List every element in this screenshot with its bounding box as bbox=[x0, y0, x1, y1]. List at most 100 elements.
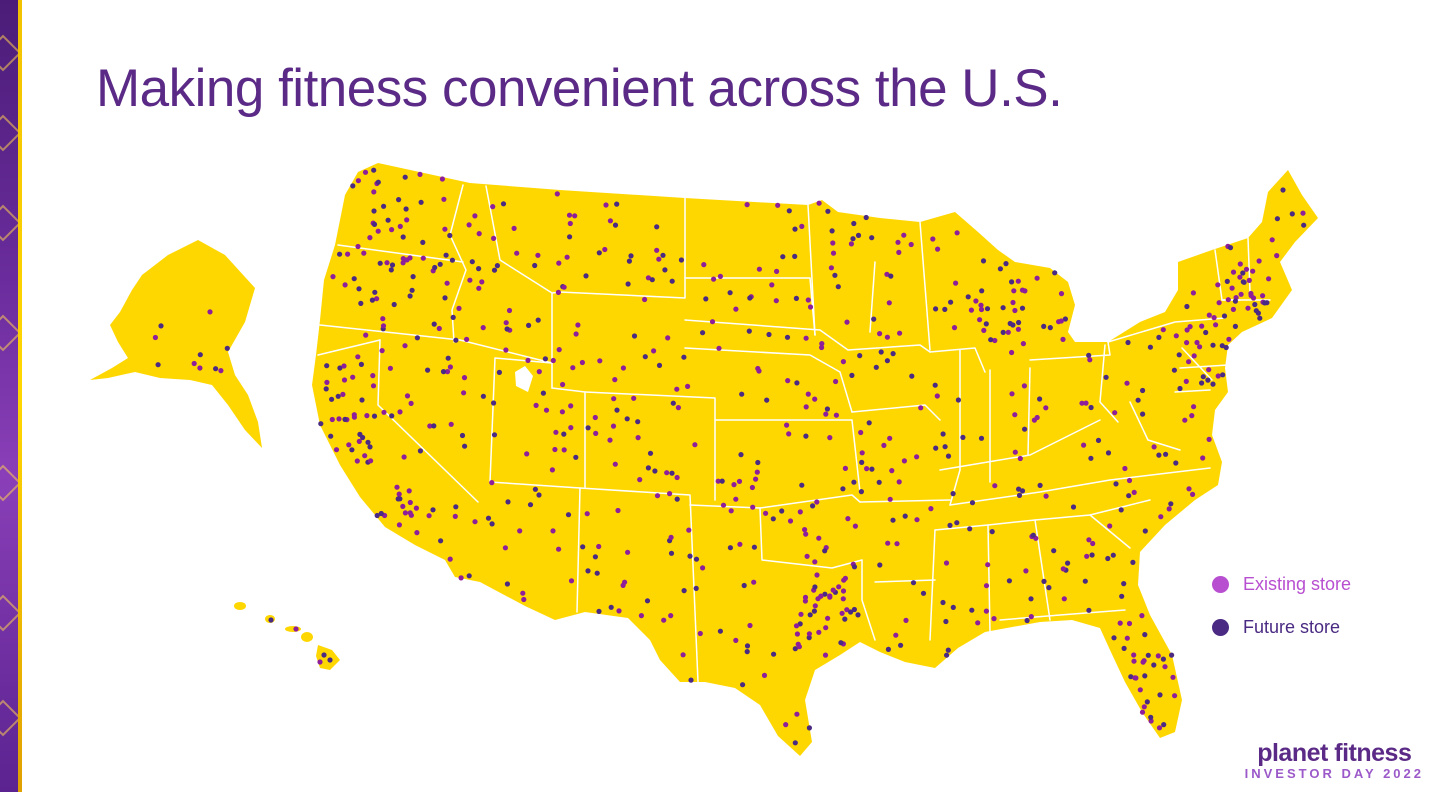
store-dot bbox=[700, 565, 706, 571]
store-dot bbox=[1058, 291, 1065, 297]
store-dot bbox=[585, 568, 591, 574]
store-dot bbox=[1082, 578, 1088, 584]
store-dot bbox=[814, 499, 820, 505]
store-dot bbox=[799, 482, 805, 488]
brand-subtitle: INVESTOR DAY 2022 bbox=[1244, 766, 1424, 781]
store-dot bbox=[404, 393, 411, 399]
store-dot bbox=[456, 305, 462, 311]
store-dot bbox=[1041, 578, 1047, 585]
store-dot bbox=[950, 491, 956, 497]
store-dot bbox=[668, 534, 674, 541]
store-dot bbox=[798, 611, 804, 617]
store-dot bbox=[408, 400, 414, 406]
store-dot bbox=[1157, 692, 1163, 698]
store-dot bbox=[1248, 290, 1254, 297]
store-dot bbox=[647, 450, 654, 456]
store-dot bbox=[1016, 319, 1022, 326]
store-dot bbox=[597, 358, 603, 364]
store-dot bbox=[403, 206, 409, 212]
store-dot bbox=[447, 556, 453, 562]
store-dot bbox=[556, 546, 562, 552]
store-dot bbox=[359, 397, 365, 403]
store-dot bbox=[1022, 426, 1028, 432]
store-dot bbox=[611, 396, 617, 402]
store-dot bbox=[333, 447, 340, 453]
store-dot bbox=[1020, 341, 1026, 347]
store-dot bbox=[1007, 320, 1013, 327]
store-dot bbox=[816, 200, 822, 206]
store-dot bbox=[500, 201, 507, 207]
store-dot bbox=[697, 630, 703, 637]
store-dot bbox=[840, 596, 846, 602]
store-dot bbox=[1257, 315, 1263, 321]
store-dot bbox=[1140, 387, 1146, 394]
store-dot bbox=[1047, 325, 1053, 331]
store-dot bbox=[479, 279, 485, 285]
store-dot bbox=[1037, 482, 1043, 488]
store-dot bbox=[197, 352, 203, 358]
store-dot bbox=[380, 316, 386, 322]
store-dot bbox=[494, 263, 500, 269]
store-dot bbox=[864, 466, 870, 472]
store-dot bbox=[1162, 664, 1168, 670]
store-dot bbox=[756, 266, 763, 272]
store-dot bbox=[1160, 327, 1166, 333]
store-dot bbox=[786, 431, 792, 437]
store-dot bbox=[973, 298, 979, 304]
store-dot bbox=[932, 382, 938, 388]
store-dot bbox=[893, 632, 899, 638]
store-dot bbox=[575, 322, 581, 328]
store-dot bbox=[553, 429, 559, 435]
store-dot bbox=[693, 585, 699, 592]
store-dot bbox=[365, 439, 371, 445]
store-dot bbox=[933, 306, 939, 312]
store-dot bbox=[836, 584, 842, 590]
store-dot bbox=[940, 431, 946, 437]
store-dot bbox=[448, 421, 454, 427]
store-dot bbox=[869, 466, 875, 472]
store-dot bbox=[1250, 268, 1256, 274]
store-dot bbox=[1176, 352, 1182, 358]
store-dot bbox=[881, 442, 887, 448]
store-dot bbox=[804, 553, 810, 559]
store-dot bbox=[828, 265, 835, 271]
store-dot bbox=[505, 499, 511, 505]
store-dot bbox=[346, 442, 352, 448]
store-dot bbox=[1186, 486, 1192, 492]
store-dot bbox=[844, 319, 850, 325]
store-dot bbox=[358, 361, 364, 367]
store-dot bbox=[839, 610, 845, 616]
store-dot bbox=[442, 295, 448, 301]
store-dot bbox=[1095, 437, 1102, 443]
store-dot bbox=[967, 526, 973, 532]
store-dot bbox=[385, 217, 391, 223]
store-dot bbox=[585, 425, 591, 431]
store-dot bbox=[1161, 722, 1167, 728]
store-dot bbox=[934, 393, 940, 399]
store-dot bbox=[360, 434, 366, 441]
store-dot bbox=[593, 430, 599, 436]
store-dot bbox=[1200, 455, 1206, 461]
store-dot bbox=[889, 468, 895, 474]
store-dot bbox=[1182, 417, 1188, 423]
store-dot bbox=[491, 400, 497, 406]
store-dot bbox=[1090, 540, 1096, 547]
store-dot bbox=[1089, 552, 1095, 558]
store-dot bbox=[502, 545, 508, 551]
store-dot bbox=[649, 277, 655, 283]
store-dot bbox=[358, 300, 364, 306]
store-dot bbox=[568, 403, 574, 409]
store-dot bbox=[980, 258, 987, 264]
store-dot bbox=[770, 516, 776, 522]
store-dot bbox=[561, 284, 567, 290]
store-dot bbox=[1140, 411, 1146, 417]
store-dot bbox=[368, 458, 374, 464]
store-dot bbox=[342, 282, 348, 288]
store-dot bbox=[1199, 323, 1205, 329]
store-dot bbox=[1062, 316, 1068, 322]
store-dot bbox=[364, 413, 370, 419]
store-dot bbox=[496, 369, 502, 375]
store-dot bbox=[1230, 306, 1236, 312]
map-legend: Existing store Future store bbox=[1212, 570, 1351, 656]
store-dot bbox=[396, 491, 402, 497]
